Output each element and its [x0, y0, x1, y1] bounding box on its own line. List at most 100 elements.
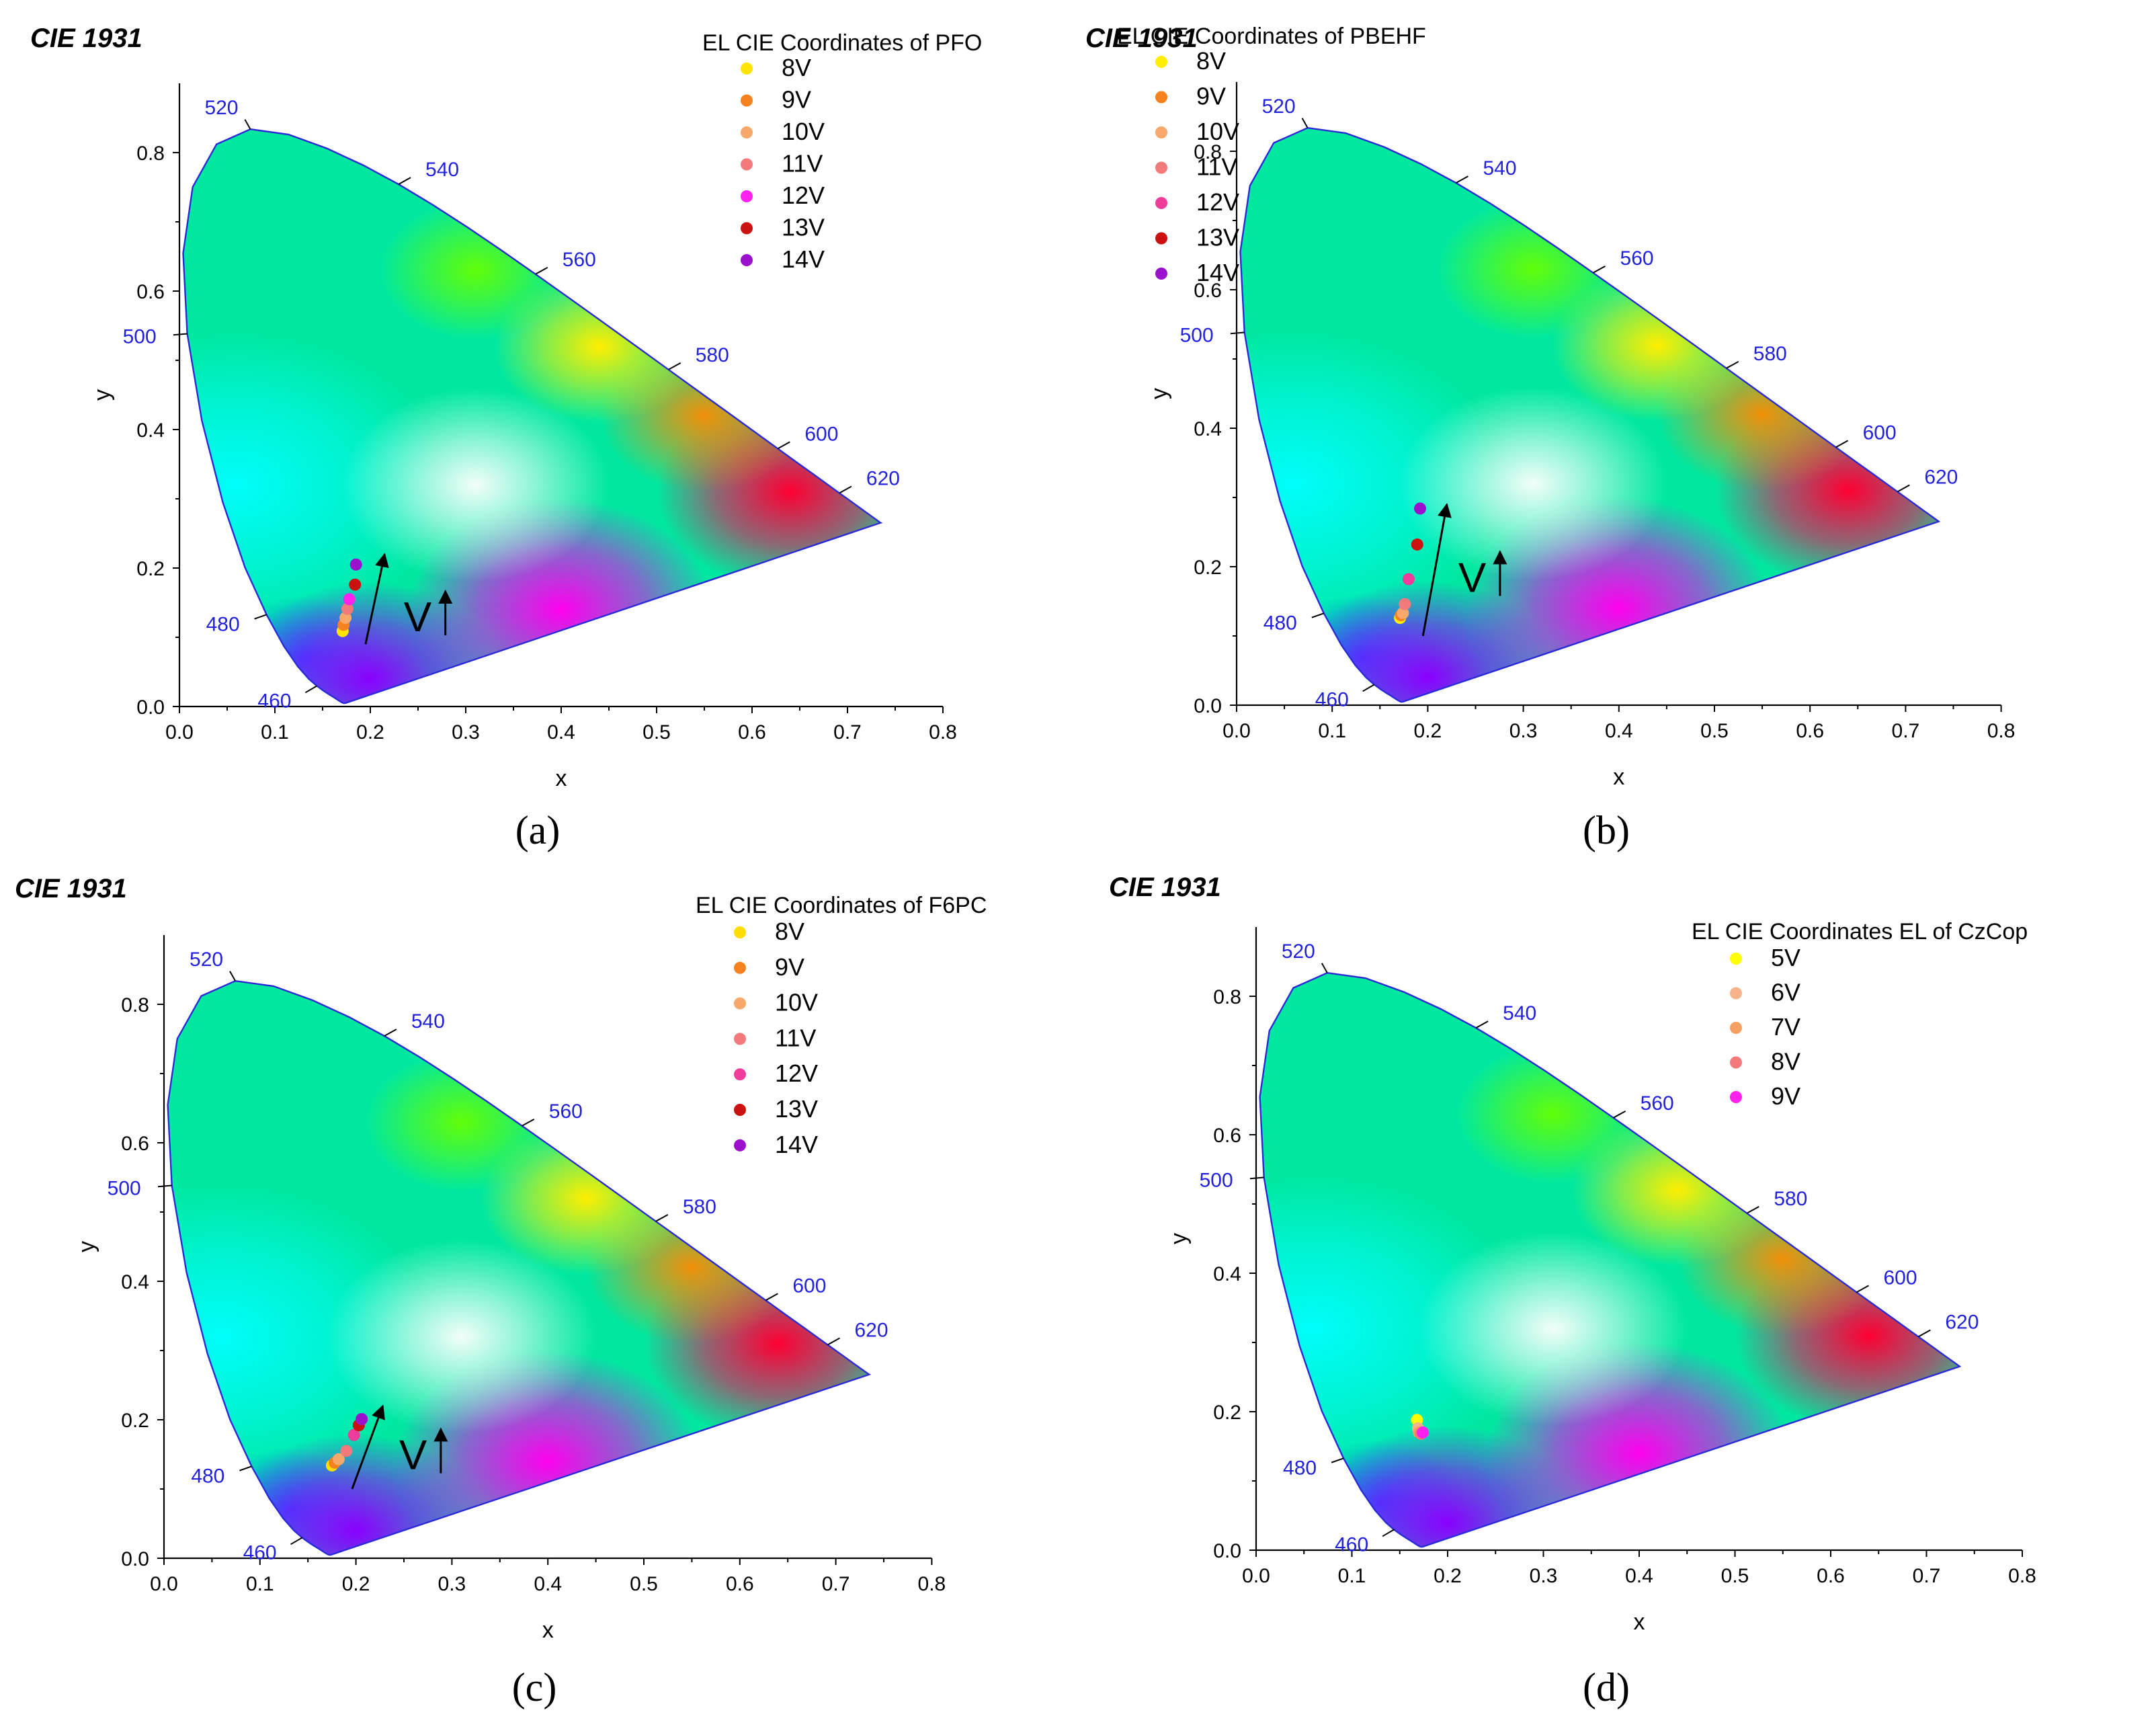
legend-marker-8V	[1730, 1056, 1742, 1069]
wavelength-tick	[522, 1118, 535, 1127]
x-tick-label: 0.0	[1222, 720, 1251, 742]
wavelength-tick	[290, 1537, 303, 1545]
legend-label-11V: 11V	[1196, 153, 1237, 181]
voltage-trend-arrow	[364, 553, 389, 645]
wavelength-tick	[668, 362, 681, 370]
spectral-locus-edge	[1259, 971, 1962, 1548]
legend-marker-5V	[1730, 953, 1742, 965]
wavelength-tick	[1362, 684, 1375, 692]
wavelength-label-560: 560	[549, 1100, 583, 1123]
wavelength-label-620: 620	[1945, 1311, 1979, 1333]
x-axis-label: x	[1634, 1609, 1645, 1635]
wavelength-tick	[1613, 1110, 1626, 1119]
x-tick-label: 0.7	[1913, 1565, 1941, 1587]
x-tick-label: 0.3	[1509, 720, 1538, 742]
data-point-11V	[340, 1445, 353, 1457]
wavelength-label-620: 620	[1924, 466, 1958, 488]
data-point-12V	[343, 593, 356, 606]
legend-marker-8V	[1155, 56, 1167, 68]
wavelength-label-560: 560	[563, 249, 596, 271]
legend-marker-7V	[1730, 1022, 1742, 1034]
wavelength-label-560: 560	[1620, 247, 1654, 270]
wavelength-label-500: 500	[108, 1177, 141, 1199]
wavelength-label-620: 620	[866, 467, 900, 489]
x-tick-label: 0.1	[1318, 720, 1346, 742]
legend-marker-6V	[1730, 987, 1742, 1000]
y-tick-label: 0.0	[136, 696, 165, 719]
legend-marker-13V	[1155, 232, 1167, 245]
axes: 0.0 0.1 0.2 0.3 0.4 0.5 0.6 0.7 0.8 0.0 0.2 0.4 0.6 0…	[89, 83, 957, 791]
wavelength-label-460: 460	[243, 1541, 277, 1564]
x-tick-label: 0.5	[1721, 1565, 1749, 1587]
wavelength-tick	[1746, 1206, 1759, 1214]
x-tick-label: 0.5	[630, 1573, 658, 1595]
legend-label-11V: 11V	[775, 1024, 816, 1051]
legend-marker-13V	[741, 222, 753, 235]
legend-marker-12V	[741, 190, 753, 202]
panel-caption: (d)	[1583, 1665, 1630, 1709]
legend-label-6V: 6V	[1771, 979, 1800, 1006]
x-tick-label: 0.4	[534, 1573, 562, 1595]
y-tick-label: 0.4	[136, 419, 165, 442]
data-point-14V	[356, 1412, 368, 1425]
wavelength-tick	[827, 1337, 840, 1346]
cie-panel-0: 0.0 0.1 0.2 0.3 0.4 0.5 0.6 0.7 0.8 0.0 0.2 0.4 0.6 0…	[30, 24, 982, 852]
legend-marker-10V	[1155, 126, 1167, 138]
wavelength-labels: 460 480 500 520 540 560 580 600 620	[123, 97, 900, 712]
y-tick-label: 0.8	[1213, 986, 1241, 1008]
wavelength-tick	[1382, 1529, 1395, 1537]
wavelength-labels: 460 480 500 520 540 560 580 600 620	[1200, 940, 1979, 1556]
legend-marker-14V	[741, 254, 753, 266]
x-tick-label: 0.2	[342, 1573, 370, 1595]
wavelength-label-480: 480	[1263, 612, 1297, 634]
wavelength-tick	[254, 614, 267, 620]
legend-marker-9V	[741, 94, 753, 107]
y-tick-label: 0.4	[1213, 1263, 1241, 1285]
data-points	[336, 558, 362, 637]
legend-marker-11V	[734, 1033, 746, 1045]
voltage-trend-arrow	[351, 1404, 385, 1490]
y-tick-label: 0.4	[121, 1271, 149, 1293]
wavelength-label-540: 540	[425, 159, 459, 181]
wavelength-tick	[1456, 175, 1468, 184]
x-tick-label: 0.0	[150, 1573, 178, 1595]
x-tick-label: 0.3	[452, 721, 480, 743]
wavelength-label-540: 540	[411, 1010, 445, 1033]
y-tick-label: 0.6	[1194, 280, 1222, 302]
axes: 0.0 0.1 0.2 0.3 0.4 0.5 0.6 0.7 0.8 0.0 0.2 0.4 0.6 0…	[1147, 82, 2015, 790]
y-tick-label: 0.2	[1213, 1402, 1241, 1424]
wavelength-tick	[157, 1184, 172, 1188]
cie-panel-3: 0.0 0.1 0.2 0.3 0.4 0.5 0.6 0.7 0.8 0.0 0.2 0.4 0.6 0…	[1109, 873, 2036, 1709]
x-tick-label: 0.6	[726, 1573, 754, 1595]
legend-marker-8V	[741, 63, 753, 75]
wavelength-label-540: 540	[1503, 1002, 1536, 1024]
wavelength-label-500: 500	[1200, 1169, 1233, 1191]
data-points	[325, 1412, 368, 1472]
legend-marker-11V	[741, 158, 753, 171]
legend-marker-9V	[1730, 1091, 1742, 1103]
spectral-locus-edge	[1239, 126, 1940, 703]
legend-marker-8V	[734, 926, 746, 938]
wavelength-label-520: 520	[1282, 940, 1315, 963]
wavelength-label-540: 540	[1483, 157, 1516, 179]
legend-label-5V: 5V	[1771, 944, 1800, 971]
wavelength-tick	[1726, 361, 1739, 369]
x-axis-label: x	[1613, 764, 1624, 790]
legend-label-11V: 11V	[782, 150, 823, 177]
axes: 0.0 0.1 0.2 0.3 0.4 0.5 0.6 0.7 0.8 0.0 0.2 0.4 0.6 0…	[1166, 927, 2036, 1635]
data-point-14V	[1414, 502, 1427, 515]
x-tick-label: 0.8	[2008, 1565, 2036, 1587]
wavelength-label-460: 460	[1315, 688, 1349, 711]
wavelength-tick	[777, 441, 790, 450]
cie-title: CIE 1931	[1085, 24, 1198, 53]
x-tick-label: 0.6	[1817, 1565, 1845, 1587]
x-tick-label: 0.0	[1242, 1565, 1270, 1587]
y-tick-label: 0.6	[136, 281, 165, 303]
legend-marker-11V	[1155, 161, 1167, 174]
y-tick-label: 0.6	[1213, 1125, 1241, 1147]
y-tick-label: 0.8	[136, 143, 165, 165]
x-tick-label: 0.2	[356, 721, 384, 743]
x-tick-label: 0.4	[547, 721, 575, 743]
